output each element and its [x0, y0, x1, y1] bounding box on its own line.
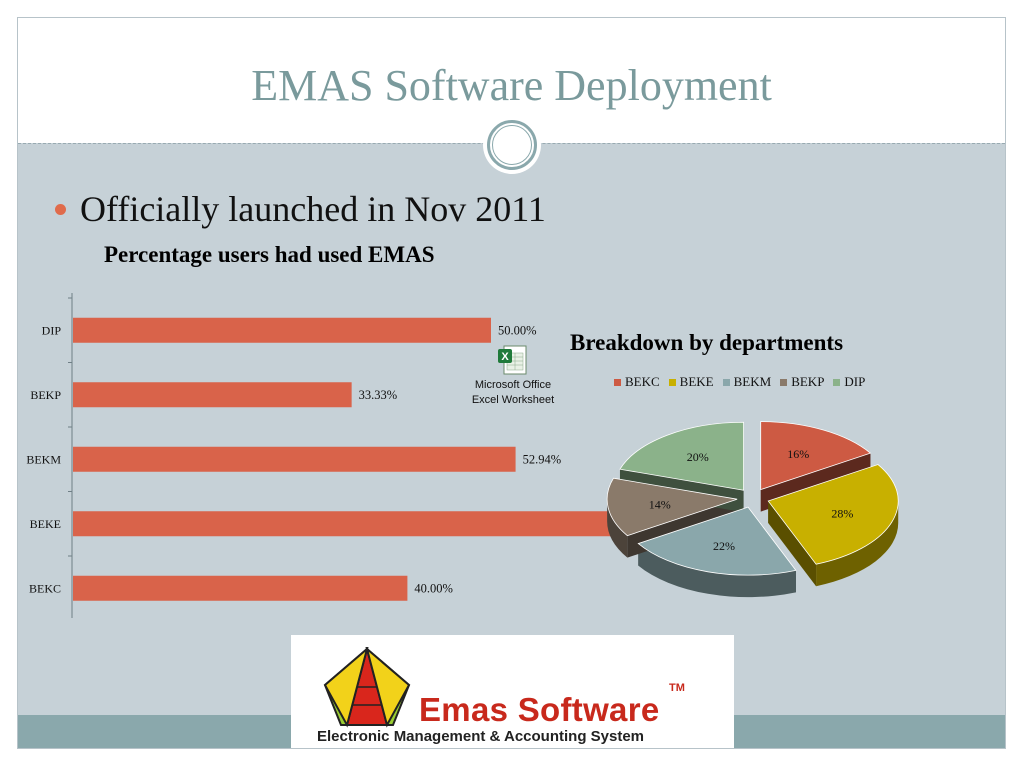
- legend-swatch: [722, 378, 730, 386]
- pie-slice: [606, 477, 738, 537]
- pie-slice: [767, 464, 899, 565]
- slide-title: EMAS Software Deployment: [251, 61, 772, 110]
- bullet-point: Officially launched in Nov 2011: [55, 188, 546, 230]
- legend-swatch: [668, 378, 676, 386]
- pie-slice: [637, 506, 797, 576]
- pie-chart: 16% 28% 22% 14% 20%: [606, 421, 899, 598]
- bar-data-label: 40.00%: [414, 581, 453, 595]
- pie-slice-edge: [816, 500, 899, 587]
- pie-chart-title: Breakdown by departments: [570, 330, 844, 355]
- bar: [73, 382, 352, 408]
- legend-item: BEKP: [780, 374, 824, 390]
- pie-data-label: 22%: [713, 539, 735, 553]
- legend-swatch: [780, 378, 788, 386]
- legend-label: BEKC: [625, 374, 660, 389]
- pie-slice-edge: [638, 543, 796, 598]
- pie-slice-wall: [768, 500, 817, 587]
- bar-category-label: BEKE: [30, 517, 61, 531]
- circle-ornament-icon: [483, 116, 541, 174]
- pie-slice: [760, 421, 872, 491]
- pie-data-label: 28%: [831, 507, 853, 521]
- legend-label: DIP: [844, 374, 866, 389]
- legend-swatch: [614, 378, 621, 386]
- bar-category-label: BEKC: [29, 581, 61, 595]
- legend-item: BEKM: [722, 374, 772, 390]
- bar: [73, 446, 516, 472]
- logo-name: Emas Software: [419, 691, 660, 728]
- pie-slice-edge: [607, 499, 628, 558]
- legend-item: DIP: [833, 374, 865, 390]
- legend-label: BEKE: [679, 374, 714, 389]
- bar-data-label: 52.94%: [523, 452, 562, 466]
- bullet-text: Officially launched in Nov 2011: [80, 189, 546, 229]
- bar-category-label: BEKM: [26, 452, 61, 466]
- bar: [73, 575, 408, 601]
- bar: [73, 317, 491, 343]
- bar-chart-title: Percentage users had used EMAS: [104, 242, 435, 267]
- excel-worksheet-object[interactable]: X Microsoft Office Excel Worksheet: [458, 343, 568, 407]
- legend-label: BEKM: [733, 374, 772, 389]
- excel-label-line2: Excel Worksheet: [471, 394, 555, 406]
- logo-tagline: Electronic Management & Accounting Syste…: [317, 728, 645, 745]
- legend-item: BEKC: [614, 374, 660, 390]
- bar: [73, 511, 638, 537]
- bar-chart: DIP50.00%BEKP33.33%BEKM52.94%BEKE70.00%B…: [26, 293, 638, 618]
- pie-slice: [619, 421, 744, 491]
- bar-data-label: 50.00%: [498, 323, 537, 337]
- pie-data-label: 20%: [687, 450, 709, 464]
- bar-category-label: BEKP: [30, 388, 61, 402]
- legend-item: BEKE: [668, 374, 714, 390]
- bar-category-label: DIP: [42, 323, 62, 337]
- slide: EMAS Software Deployment Officially laun…: [17, 17, 1006, 749]
- excel-file-icon: X: [496, 343, 530, 377]
- excel-label-line1: Microsoft Office: [474, 379, 552, 391]
- svg-text:X: X: [501, 351, 509, 363]
- pie-legend: BEKC BEKE BEKM BEKP DIP: [614, 374, 865, 390]
- pyramid-logo-icon: [323, 647, 411, 728]
- bullet-dot-icon: [55, 203, 66, 215]
- emas-logo: Emas Software TM Electronic Management &…: [291, 635, 734, 748]
- pie-data-label: 14%: [649, 497, 671, 511]
- pie-data-label: 16%: [787, 447, 809, 461]
- logo-trademark: TM: [669, 682, 685, 694]
- legend-label: BEKP: [791, 374, 825, 389]
- legend-swatch: [833, 378, 841, 386]
- bar-data-label: 33.33%: [359, 388, 398, 402]
